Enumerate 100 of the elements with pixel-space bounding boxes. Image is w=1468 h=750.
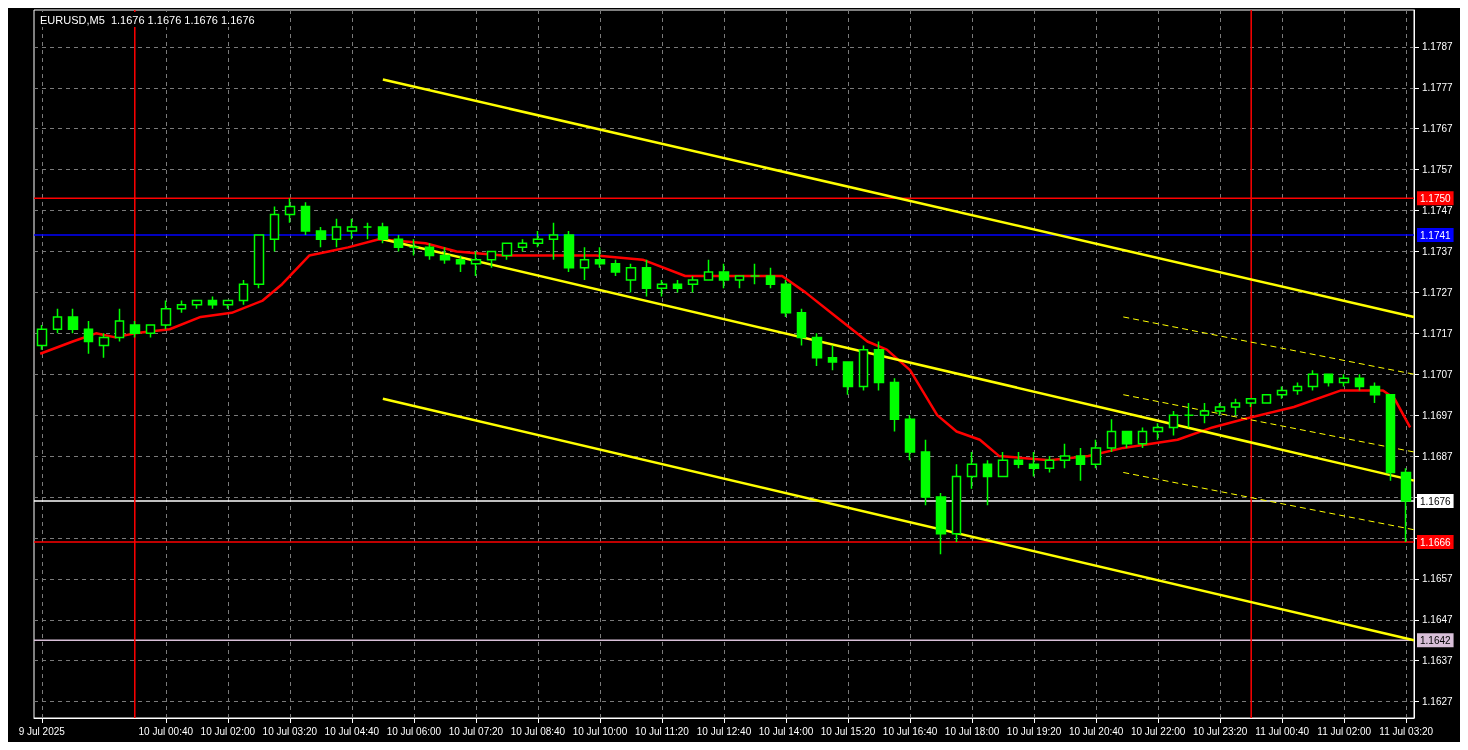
y-tick-label: 1.1727 xyxy=(1422,286,1454,298)
y-tick-label: 1.1707 xyxy=(1422,368,1454,380)
candlestick xyxy=(687,275,699,294)
x-tick-label: 10 Jul 18:00 xyxy=(944,725,1000,737)
candlestick xyxy=(346,217,358,240)
candlestick xyxy=(563,230,575,273)
x-tick-label: 10 Jul 15:20 xyxy=(820,725,876,737)
x-tick-label: 10 Jul 07:20 xyxy=(448,725,504,737)
candlestick xyxy=(1059,443,1071,470)
candlestick xyxy=(455,254,466,273)
candlestick xyxy=(238,279,249,306)
x-tick-label: 10 Jul 02:00 xyxy=(200,725,256,737)
y-tick-label: 1.1637 xyxy=(1422,655,1454,667)
candlestick xyxy=(1028,451,1040,478)
candlestick xyxy=(982,459,993,506)
x-tick-label: 10 Jul 19:20 xyxy=(1006,725,1062,737)
candlestick xyxy=(1400,467,1412,543)
candlestick xyxy=(842,361,854,396)
candlestick xyxy=(1121,430,1133,449)
candlestick xyxy=(284,197,296,224)
y-tick-label: 1.1737 xyxy=(1422,245,1454,257)
candlestick xyxy=(1276,385,1288,400)
x-tick-label: 10 Jul 03:20 xyxy=(262,725,318,737)
candlestick xyxy=(1044,455,1055,474)
y-tick-label: 1.1647 xyxy=(1422,614,1454,626)
candlestick xyxy=(1245,398,1257,408)
ref-line-label: 1.1750 xyxy=(1420,192,1452,204)
ref-line-label: 1.1676 xyxy=(1420,495,1452,507)
candlestick xyxy=(718,262,730,290)
x-tick-label: 10 Jul 06:00 xyxy=(386,725,442,737)
y-tick-label: 1.1687 xyxy=(1422,450,1454,462)
candlestick xyxy=(253,234,265,290)
y-tick-label: 1.1697 xyxy=(1422,409,1454,421)
candlestick xyxy=(377,222,389,245)
candlestick xyxy=(656,279,668,298)
candlestick xyxy=(1199,402,1210,425)
candlestick xyxy=(1013,451,1024,470)
x-tick-label: 10 Jul 23:20 xyxy=(1192,725,1248,737)
x-tick-label: 10 Jul 00:40 xyxy=(138,725,194,737)
x-tick-label: 11 Jul 00:40 xyxy=(1255,725,1310,737)
candlestick xyxy=(517,238,528,253)
x-tick-label: 10 Jul 22:00 xyxy=(1130,725,1186,737)
candlestick xyxy=(765,267,776,290)
candlestick xyxy=(1230,398,1241,416)
x-tick-label: 10 Jul 16:40 xyxy=(882,725,938,737)
y-tick-label: 1.1777 xyxy=(1422,82,1454,94)
y-tick-label: 1.1787 xyxy=(1422,41,1454,53)
candlestick xyxy=(641,258,652,298)
candlestick xyxy=(951,463,962,543)
candlestick xyxy=(858,344,869,392)
candlestick xyxy=(36,324,48,351)
candlestick xyxy=(114,308,125,343)
candlestick xyxy=(52,308,63,335)
candlestick xyxy=(594,246,606,269)
candlestick xyxy=(672,279,683,294)
candlestick xyxy=(1369,381,1381,404)
candlestick xyxy=(548,222,559,261)
candlestick xyxy=(734,275,745,290)
candlestick xyxy=(408,238,420,257)
candlestick xyxy=(1385,393,1396,482)
candlestick xyxy=(160,299,172,330)
candlestick xyxy=(796,308,807,347)
candlestick xyxy=(1090,438,1102,470)
candlestick xyxy=(625,262,637,294)
candlestick xyxy=(176,299,187,314)
candlestick xyxy=(393,234,404,253)
x-tick-label: 10 Jul 04:40 xyxy=(324,725,380,737)
candlestick xyxy=(1137,426,1148,449)
candlestick xyxy=(935,492,947,556)
candlestick xyxy=(83,320,94,355)
candlestick xyxy=(1214,402,1226,416)
candlestick xyxy=(98,332,110,359)
candlestick xyxy=(1261,393,1272,404)
candlestick xyxy=(331,217,342,249)
ref-line-label: 1.1741 xyxy=(1420,229,1452,241)
candlestick xyxy=(889,377,900,433)
candlestick xyxy=(470,250,482,277)
y-tick-label: 1.1627 xyxy=(1422,696,1454,708)
candlestick xyxy=(1152,422,1164,441)
x-tick-label: 10 Jul 20:40 xyxy=(1068,725,1124,737)
candlestick xyxy=(1338,373,1350,388)
candlestick xyxy=(997,451,1009,478)
candlestick xyxy=(1168,410,1179,437)
x-tick-label: 10 Jul 08:40 xyxy=(510,725,566,737)
candlestick xyxy=(1307,369,1319,392)
candlestick xyxy=(827,344,838,371)
candlestick xyxy=(610,258,621,277)
candlestick xyxy=(1292,381,1303,396)
candlestick xyxy=(904,414,916,461)
y-tick-label: 1.1757 xyxy=(1422,164,1454,176)
x-tick-label: 10 Jul 10:00 xyxy=(572,725,628,737)
candlestick xyxy=(424,242,435,261)
candlestick xyxy=(145,324,156,339)
candlestick xyxy=(222,299,234,310)
candlestick xyxy=(315,226,327,249)
x-tick-label: 9 Jul 2025 xyxy=(18,725,66,737)
y-tick-label: 1.1747 xyxy=(1422,205,1454,217)
candlestick xyxy=(300,201,311,236)
candlestick xyxy=(269,205,280,253)
candlestick xyxy=(703,258,714,281)
